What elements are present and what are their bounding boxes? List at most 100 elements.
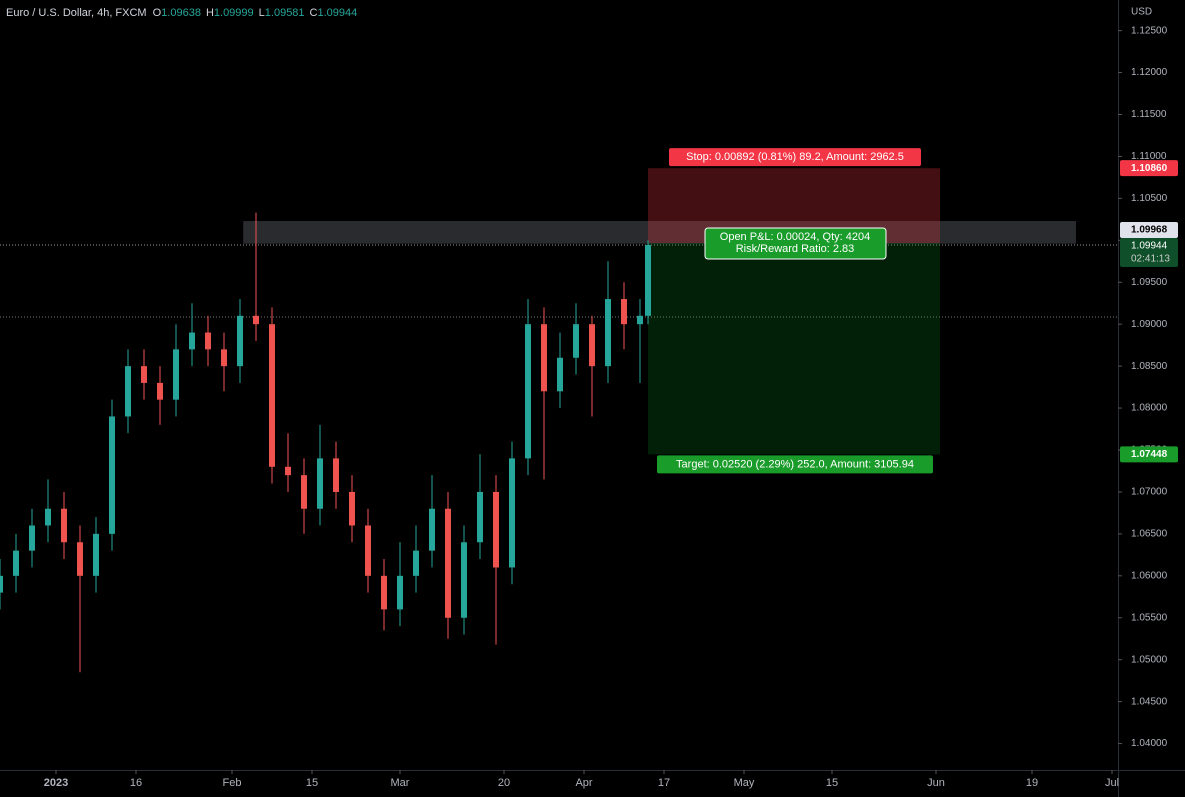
candle-body [461, 542, 467, 618]
y-tick-label: 1.05500 [1131, 612, 1168, 623]
y-tick-label: 1.06000 [1131, 570, 1168, 581]
candle-body [221, 349, 227, 367]
x-tick-label: 17 [658, 777, 670, 789]
candle-body [349, 491, 355, 526]
x-tick-label: 2023 [44, 777, 68, 789]
candle-body [589, 324, 595, 367]
candle-body [93, 533, 99, 576]
candle-body [573, 324, 579, 358]
candle-body [45, 508, 51, 526]
candle-body [477, 491, 483, 543]
ohlc-value: 1.09999 [214, 7, 254, 19]
candle-body [605, 299, 611, 367]
candle-body [205, 332, 211, 350]
y-tick-label: 1.04000 [1131, 738, 1168, 749]
y-tick-label: 1.06500 [1131, 529, 1168, 540]
ohlc-value: 1.09638 [161, 7, 201, 19]
y-tick-label: 1.10500 [1131, 193, 1168, 204]
candle-body [157, 382, 163, 400]
stop-price-label: 1.10860 [1131, 163, 1168, 174]
y-tick-label: 1.08500 [1131, 361, 1168, 372]
y-tick-label: 1.09500 [1131, 277, 1168, 288]
target-price-label: 1.07448 [1131, 449, 1168, 460]
candle-body [381, 575, 387, 610]
candle-body [285, 466, 291, 476]
candle-body [13, 550, 19, 576]
y-tick-label: 1.12500 [1131, 25, 1168, 36]
candle-body [493, 491, 499, 568]
y-tick-label: 1.07000 [1131, 487, 1168, 498]
candle-body [29, 525, 35, 551]
current-price-box [1120, 238, 1178, 268]
x-tick-label: 19 [1026, 777, 1038, 789]
x-tick-label: Jul [1105, 777, 1119, 789]
candle-body [301, 475, 307, 509]
ohlc-key: H [206, 7, 214, 19]
x-tick-label: Jun [927, 777, 945, 789]
stop-label-box [669, 148, 921, 167]
candle-body [173, 349, 179, 400]
pnl-label-box [704, 227, 887, 260]
candle-body [269, 324, 275, 467]
current-price-label: 1.09944 [1131, 241, 1168, 252]
candle-body [637, 315, 643, 325]
candle-body [397, 575, 403, 610]
countdown-label: 02:41:13 [1131, 254, 1170, 265]
candle-body [621, 299, 627, 325]
entry-price-label-box [1120, 221, 1178, 238]
x-tick-label: 20 [498, 777, 510, 789]
x-tick-label: 16 [130, 777, 142, 789]
y-tick-label: 1.08000 [1131, 403, 1168, 414]
x-tick-label: Mar [391, 777, 410, 789]
candle-body [141, 366, 147, 383]
legend-header: Euro / U.S. Dollar, 4h, FXCM O1.09638 H1.0… [6, 7, 357, 19]
candle-body [645, 245, 651, 316]
entry-price-label: 1.09968 [1131, 225, 1168, 236]
target-label: Target: 0.02520 (2.29%) 252.0, Amount: 3… [676, 458, 914, 470]
rr-label: Risk/Reward Ratio: 2.83 [736, 243, 855, 255]
symbol-title: Euro / U.S. Dollar, 4h, FXCM O1.09638 H1.0… [6, 7, 357, 19]
candle-body [557, 357, 563, 392]
y-tick-label: 1.09000 [1131, 319, 1168, 330]
symbol: Euro / U.S. Dollar, 4h, FXCM [6, 7, 147, 19]
target-label-box [657, 455, 933, 474]
candle-body [253, 315, 259, 325]
candle-body [109, 416, 115, 534]
candle-body [317, 458, 323, 509]
x-tick-label: Feb [223, 777, 242, 789]
stop-price-label-box [1120, 160, 1178, 177]
stop-label: Stop: 0.00892 (0.81%) 89.2, Amount: 2962… [686, 151, 904, 163]
y-tick-label: 1.12000 [1131, 67, 1168, 78]
target-price-label-box [1120, 446, 1178, 463]
ohlc-key: C [310, 7, 318, 19]
candle-body [237, 315, 243, 367]
currency-label: USD [1131, 7, 1152, 18]
candle-body [189, 332, 195, 350]
candle-body [365, 525, 371, 576]
x-tick-label: Apr [575, 777, 592, 789]
candle-body [525, 324, 531, 459]
x-tick-label: 15 [826, 777, 838, 789]
y-tick-label: 1.05000 [1131, 654, 1168, 665]
ohlc-key: L [259, 7, 265, 19]
candle-body [509, 458, 515, 568]
target-zone [648, 242, 940, 455]
pnl-label: Open P&L: 0.00024, Qty: 4204 [720, 231, 870, 243]
ohlc-value: 1.09944 [318, 7, 358, 19]
candle-body [0, 575, 3, 593]
candle-body [61, 508, 67, 543]
ohlc-key: O [153, 7, 162, 19]
candle-body [125, 366, 131, 417]
candle-body [541, 324, 547, 392]
x-tick-label: May [734, 777, 755, 789]
candle-body [413, 550, 419, 576]
ohlc-value: 1.09581 [265, 7, 305, 19]
y-tick-label: 1.04500 [1131, 696, 1168, 707]
y-tick-label: 1.11000 [1131, 151, 1167, 162]
candle-body [445, 508, 451, 618]
x-tick-label: 15 [306, 777, 318, 789]
candle-body [77, 542, 83, 576]
y-tick-label: 1.11500 [1131, 109, 1167, 120]
